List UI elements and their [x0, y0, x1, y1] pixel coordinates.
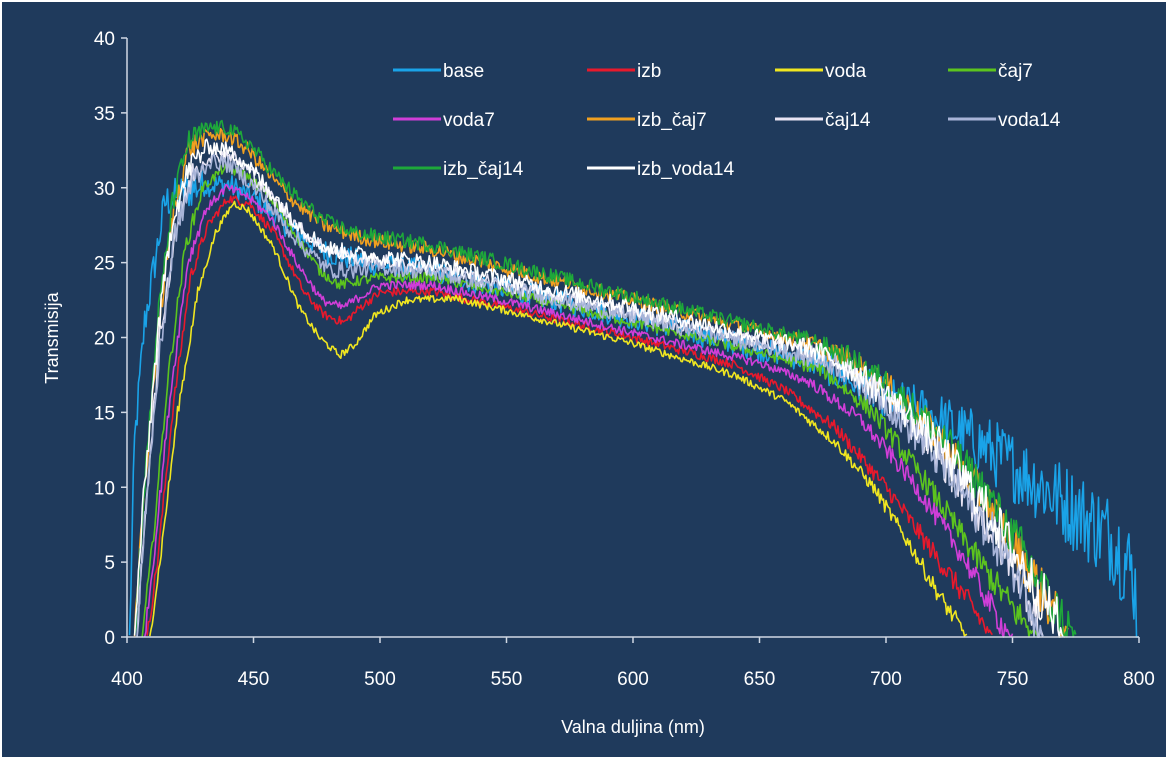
y-tick-label: 40	[94, 29, 115, 50]
y-tick-label: 30	[94, 179, 115, 200]
x-tick-label: 650	[744, 669, 776, 690]
x-tick-label: 700	[870, 669, 902, 690]
y-tick-label: 5	[104, 553, 115, 574]
y-tick-label: 0	[104, 628, 115, 649]
y-tick-label: 10	[94, 478, 115, 499]
legend-label-7: voda14	[998, 110, 1061, 131]
x-tick-label: 750	[997, 669, 1029, 690]
legend-label-1: izb	[637, 61, 661, 82]
x-axis-title: Valna duljina (nm)	[561, 717, 705, 737]
series-line-2	[149, 200, 968, 637]
x-tick-label: 400	[111, 669, 143, 690]
legend-label-3: čaj7	[998, 61, 1033, 82]
series-layer	[128, 119, 1139, 638]
legend-label-4: voda7	[443, 110, 495, 131]
ticks-layer: 400 450 500 550 600 650 700 750 800 0 5 10 15 20 25 30 3…	[94, 29, 1155, 690]
series-line-3	[141, 163, 1039, 638]
x-tick-label: 800	[1123, 669, 1155, 690]
legend-label-9: izb_voda14	[637, 159, 735, 180]
legend-label-6: čaj14	[825, 110, 871, 131]
legend-label-5: izb_čaj7	[637, 110, 707, 131]
x-tick-label: 550	[491, 669, 523, 690]
x-tick-label: 600	[617, 669, 649, 690]
legend-label-0: base	[443, 61, 484, 82]
series-line-4	[143, 184, 1014, 638]
y-axis-title: Transmisija	[42, 291, 62, 383]
y-tick-label: 25	[94, 254, 115, 275]
y-tick-label: 35	[94, 104, 115, 125]
series-line-9	[133, 138, 1064, 638]
x-tick-label: 450	[238, 669, 270, 690]
legend-label-2: voda	[825, 61, 867, 82]
legend-label-8: izb_čaj14	[443, 159, 524, 180]
legend: base izb voda čaj7 voda7 izb_čaj7 čaj14 voda14 i…	[393, 61, 1061, 180]
x-tick-label: 500	[364, 669, 396, 690]
y-tick-label: 15	[94, 403, 115, 424]
y-tick-label: 20	[94, 329, 115, 350]
